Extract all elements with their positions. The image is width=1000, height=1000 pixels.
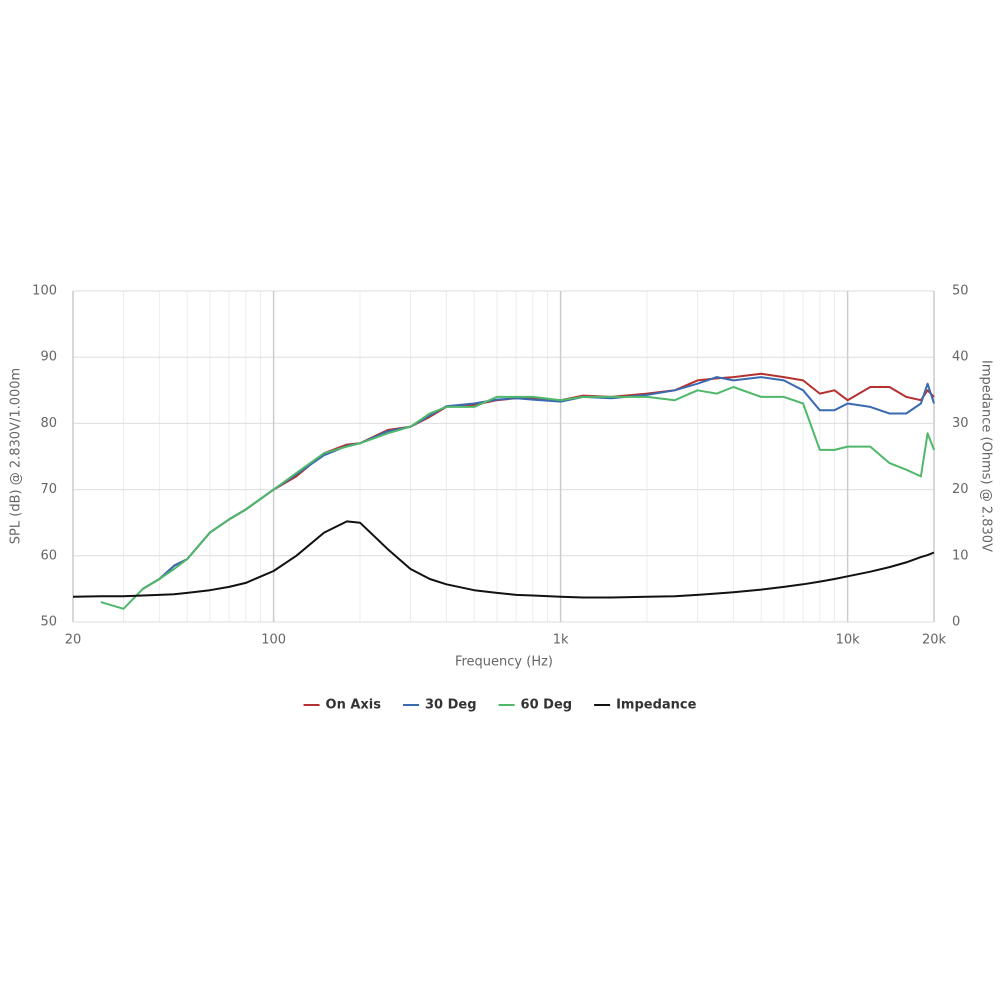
y-axis-label: SPL (dB) @ 2.830V/1.000m [9, 368, 24, 544]
series-line [142, 376, 935, 590]
x-tick-label: 100 [261, 633, 286, 648]
x-tick-label: 10k [836, 633, 861, 648]
y2-tick-label: 40 [952, 350, 969, 365]
y-tick-label: 60 [40, 548, 57, 563]
y2-tick-label: 20 [952, 482, 969, 497]
y2-tick-label: 30 [952, 416, 969, 431]
x-tick-label: 20k [922, 633, 947, 648]
legend-label: 60 Deg [521, 698, 573, 713]
y2-tick-label: 0 [952, 615, 960, 630]
x-tick-label: 1k [553, 633, 569, 648]
x-axis-label: Frequency (Hz) [455, 655, 553, 670]
y-tick-label: 100 [32, 284, 57, 299]
series-line [100, 386, 935, 610]
legend-label: Impedance [616, 698, 697, 713]
y2-axis-label: Impedance (Ohms) @ 2.830V [979, 360, 994, 552]
y-tick-label: 80 [40, 416, 57, 431]
series-line [72, 520, 935, 599]
legend-label: On Axis [326, 698, 382, 713]
y-tick-label: 50 [40, 615, 57, 630]
y-tick-label: 70 [40, 482, 57, 497]
y2-tick-label: 50 [952, 284, 969, 299]
x-tick-label: 20 [65, 633, 82, 648]
y2-tick-label: 10 [952, 548, 969, 563]
y-tick-label: 90 [40, 350, 57, 365]
legend-label: 30 Deg [425, 698, 477, 713]
